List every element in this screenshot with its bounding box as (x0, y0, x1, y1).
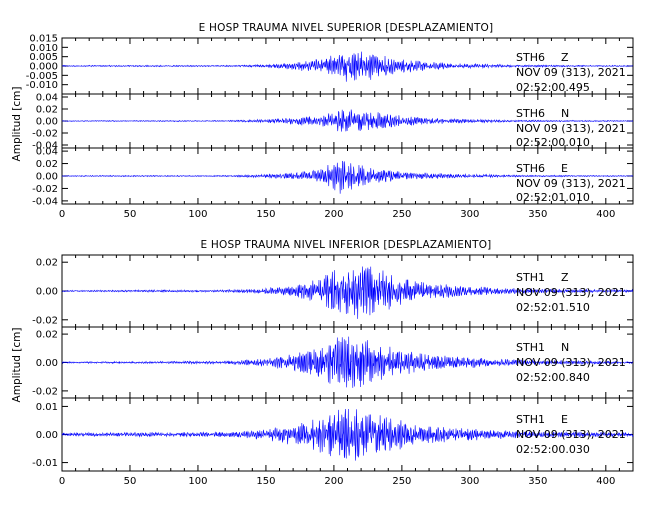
x-ticks (61, 398, 634, 471)
x-axis-bottom: 0 50 100 150 200 250 300 350 400 (59, 476, 616, 487)
y-axis-label-bottom: Amplitud [cm] (11, 328, 23, 403)
y-tick-label: 0.00 (36, 430, 58, 441)
x-tick-label: 200 (324, 209, 343, 220)
time-label: 02:52:00.495 (516, 81, 590, 94)
waveform-trace (61, 51, 634, 82)
y-tick-label: -0.04 (32, 196, 58, 207)
waveform-trace (61, 266, 634, 319)
y-tick-label: 0.005 (29, 52, 58, 63)
date-label: NOV 09 (313), 2021 (516, 177, 626, 190)
x-tick-label: 50 (124, 209, 137, 220)
x-tick-label: 250 (392, 209, 411, 220)
time-label: 02:52:01.510 (516, 301, 590, 314)
y-tick-label: -0.02 (32, 386, 58, 397)
y-ticks: 0.040.02 0.00-0.02-0.04 (32, 147, 633, 207)
station-label: STH1 N (516, 341, 569, 354)
y-tick-label: 0.04 (36, 147, 58, 158)
station-label: STH6 N (516, 107, 569, 120)
x-tick-label: 250 (392, 476, 411, 487)
chart-bottom: E HOSP TRAUMA NIVEL INFERIOR [DESPLAZAMI… (11, 239, 634, 487)
y-tick-label: 0.02 (36, 258, 58, 269)
panel-top-e: 0.040.02 0.00-0.02-0.04 STH6 E NOV 09 (313… (32, 147, 634, 207)
date-label: NOV 09 (313), 2021 (516, 122, 626, 135)
x-tick-label: 0 (59, 476, 65, 487)
x-tick-label: 100 (188, 476, 207, 487)
y-ticks: 0.01 0.00 -0.01 (32, 402, 633, 469)
y-tick-label: 0.04 (36, 93, 58, 104)
station-label: STH1 E (516, 413, 568, 426)
x-tick-label: 100 (188, 209, 207, 220)
y-tick-label: 0.02 (36, 105, 58, 116)
y-tick-label: -0.02 (32, 129, 58, 140)
time-label: 02:52:00.030 (516, 443, 590, 456)
y-tick-label: 0.00 (36, 172, 58, 183)
waveform-trace (61, 408, 634, 461)
y-tick-label: 0.010 (29, 43, 58, 54)
y-tick-label: 0.02 (36, 159, 58, 170)
x-tick-label: 0 (59, 209, 65, 220)
x-ticks (61, 327, 634, 398)
x-tick-label: 50 (124, 476, 137, 487)
station-label: STH1 Z (516, 271, 569, 284)
chart-top: E HOSP TRAUMA NIVEL SUPERIOR [DESPLAZAMI… (11, 22, 634, 220)
panel-top-n: 0.040.020.00-0.02-0.04 STH6 N NOV 09 (313… (32, 93, 634, 152)
y-tick-label: -0.005 (26, 71, 58, 82)
waveform-trace (61, 336, 634, 388)
station-label: STH6 E (516, 162, 568, 175)
waveform-trace (61, 160, 634, 194)
y-tick-label: -0.02 (32, 184, 58, 195)
time-label: 02:52:01.010 (516, 191, 590, 204)
time-label: 02:52:00.840 (516, 371, 590, 384)
x-tick-label: 350 (528, 476, 547, 487)
y-tick-label: 0.015 (29, 34, 58, 45)
date-label: NOV 09 (313), 2021 (516, 286, 626, 299)
x-tick-label: 300 (460, 209, 479, 220)
y-tick-label: -0.010 (26, 80, 58, 91)
y-tick-label: -0.01 (32, 458, 58, 469)
station-label: STH6 Z (516, 51, 569, 64)
time-label: 02:52:00.010 (516, 136, 590, 149)
y-axis-label-top: Amplitud [cm] (11, 87, 23, 162)
y-tick-label: 0.00 (36, 117, 58, 128)
y-tick-label: 0.00 (36, 358, 58, 369)
date-label: NOV 09 (313), 2021 (516, 66, 626, 79)
x-ticks (61, 148, 634, 204)
x-tick-label: 350 (528, 209, 547, 220)
waveform-trace (61, 109, 634, 132)
y-tick-label: 0.000 (29, 62, 58, 73)
x-tick-label: 300 (460, 476, 479, 487)
chart-title-bottom: E HOSP TRAUMA NIVEL INFERIOR [DESPLAZAMI… (201, 239, 492, 251)
y-tick-label: -0.04 (32, 141, 58, 152)
x-tick-label: 200 (324, 476, 343, 487)
date-label: NOV 09 (313), 2021 (516, 356, 626, 369)
y-tick-label: -0.02 (32, 315, 58, 326)
panel-bottom-z: 0.02 0.00 -0.02 STH1 Z NOV 09 (313), 2021 0… (32, 254, 634, 328)
chart-title-top: E HOSP TRAUMA NIVEL SUPERIOR [DESPLAZAMI… (199, 22, 494, 34)
y-tick-label: 0.01 (36, 402, 58, 413)
x-tick-label: 150 (256, 209, 275, 220)
date-label: NOV 09 (313), 2021 (516, 428, 626, 441)
y-tick-label: 0.00 (36, 287, 58, 298)
y-tick-label: 0.02 (36, 330, 58, 341)
panel-bottom-n: 0.02 0.00 -0.02 STH1 N NOV 09 (313), 2021 0… (32, 326, 634, 399)
x-axis-top: 0 50 100 150 200 250 300 350 400 (59, 209, 616, 220)
x-tick-label: 400 (596, 209, 615, 220)
panel-bottom-e: 0.01 0.00 -0.01 STH1 E NOV 09 (313), 2021 0… (32, 397, 634, 472)
x-tick-label: 400 (596, 476, 615, 487)
x-tick-label: 150 (256, 476, 275, 487)
